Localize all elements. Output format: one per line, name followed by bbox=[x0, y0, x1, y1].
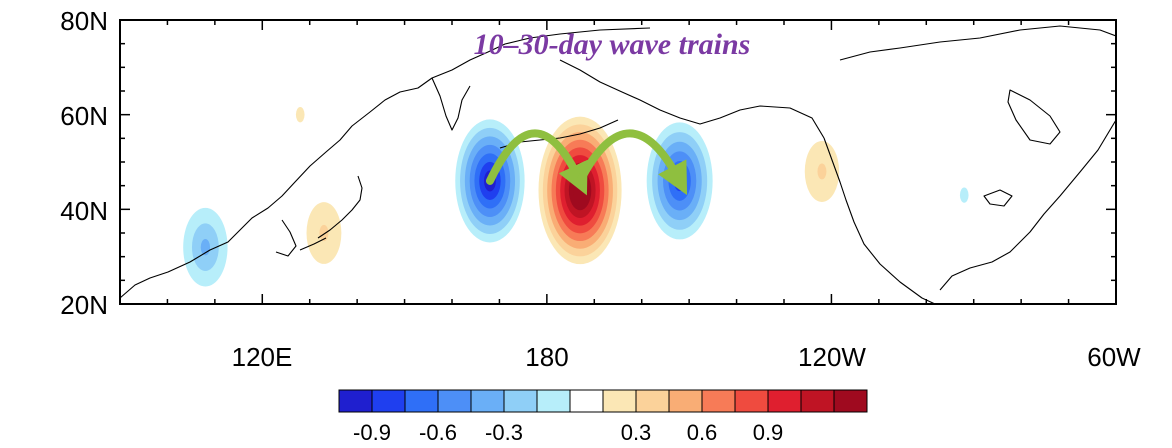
lon-label-60w: 60W bbox=[1087, 342, 1141, 372]
wave-train-arrow-2 bbox=[576, 129, 688, 196]
anomaly-contour bbox=[959, 187, 969, 203]
lat-label-20n: 20N bbox=[60, 290, 108, 320]
coastline-north-america-east bbox=[939, 119, 1116, 291]
anomaly-weak-trough-east-asia bbox=[183, 207, 228, 287]
map-title: 10–30-day wave trains bbox=[474, 28, 751, 61]
coastline-kamchatka bbox=[431, 77, 471, 131]
colorbar-swatch bbox=[734, 389, 769, 413]
coastline-alaska bbox=[559, 59, 825, 139]
colorbar-label: -0.9 bbox=[353, 420, 391, 445]
coastline-great-lakes bbox=[983, 189, 1013, 207]
colorbar-swatch bbox=[470, 389, 505, 413]
anomaly-weak-ridge-japan bbox=[306, 202, 342, 264]
anomaly-contour bbox=[817, 163, 827, 180]
lat-label-80n: 80N bbox=[60, 6, 108, 36]
colorbar-labels: -0.9 -0.6 -0.3 0.3 0.6 0.9 bbox=[353, 420, 783, 445]
coastline-arctic-canada bbox=[839, 25, 1116, 61]
colorbar bbox=[338, 389, 868, 413]
colorbar-swatch bbox=[635, 389, 670, 413]
lat-label-60n: 60N bbox=[60, 101, 108, 131]
colorbar-swatch bbox=[371, 389, 406, 413]
colorbar-swatch bbox=[602, 389, 637, 413]
colorbar-swatch bbox=[767, 389, 802, 413]
lon-label-180: 180 bbox=[525, 342, 568, 372]
colorbar-swatch bbox=[536, 389, 571, 413]
coastline-hudson-bay bbox=[1007, 89, 1061, 145]
anomaly-weak-ridge-kamchatka-west bbox=[295, 106, 305, 123]
colorbar-swatch bbox=[800, 389, 835, 413]
anomaly-weak-ridge-west-na bbox=[804, 140, 840, 202]
colorbar-swatch bbox=[404, 389, 439, 413]
anomaly-contour bbox=[295, 106, 305, 123]
anomaly-weak-trough-great-lakes bbox=[959, 187, 969, 203]
anomaly-contour bbox=[319, 224, 329, 242]
colorbar-swatch bbox=[338, 389, 373, 413]
colorbar-swatch bbox=[569, 389, 604, 413]
colorbar-label: 0.9 bbox=[753, 420, 784, 445]
lat-label-40n: 40N bbox=[60, 196, 108, 226]
wave-train-arrows bbox=[485, 129, 688, 196]
coastline-north-america-west bbox=[823, 137, 936, 304]
colorbar-label: 0.3 bbox=[621, 420, 652, 445]
colorbar-label: -0.6 bbox=[419, 420, 457, 445]
coastline-japan bbox=[299, 175, 363, 251]
colorbar-swatch bbox=[833, 389, 868, 413]
colorbar-swatch bbox=[668, 389, 703, 413]
colorbar-swatch bbox=[437, 389, 472, 413]
coastline-asia bbox=[120, 27, 651, 299]
colorbar-swatch bbox=[701, 389, 736, 413]
map-area bbox=[120, 20, 1116, 304]
lon-label-120e: 120E bbox=[232, 342, 293, 372]
lon-label-120w: 120W bbox=[798, 342, 866, 372]
axis-ticks bbox=[119, 19, 1117, 305]
colorbar-swatch bbox=[503, 389, 538, 413]
colorbar-label: -0.3 bbox=[485, 420, 523, 445]
wave-train-arrow-1 bbox=[485, 129, 588, 196]
coastline-korea bbox=[275, 219, 297, 257]
colorbar-label: 0.6 bbox=[687, 420, 718, 445]
